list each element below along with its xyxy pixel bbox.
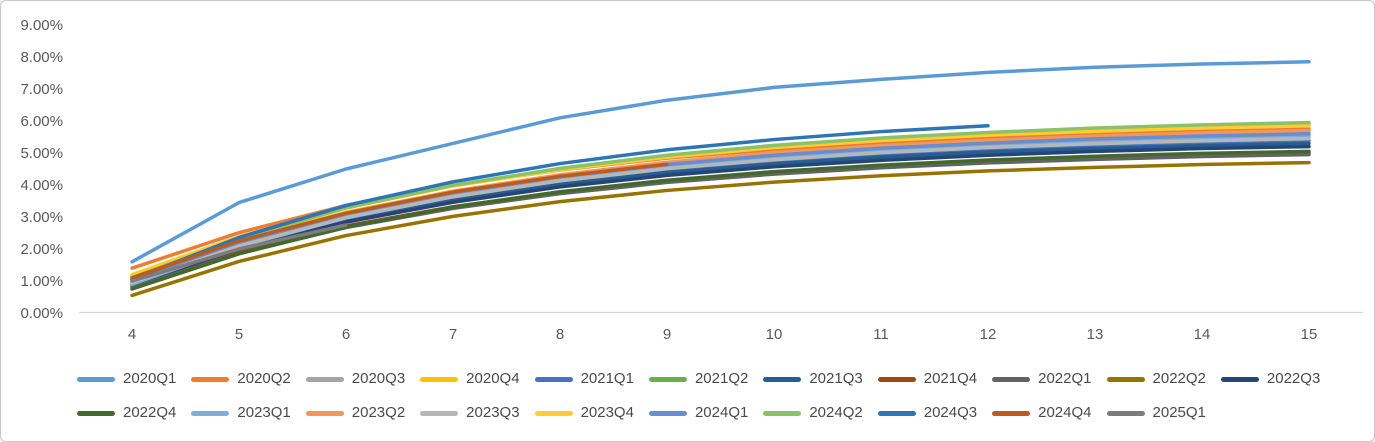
- legend-label: 2021Q2: [694, 370, 749, 387]
- legend-item-2022Q1[interactable]: 2022Q1: [992, 370, 1092, 388]
- legend-swatch-2023Q2: [305, 410, 344, 416]
- legend-item-2020Q4[interactable]: 2020Q4: [420, 370, 520, 388]
- legend-item-2020Q2[interactable]: 2020Q2: [191, 370, 291, 388]
- y-tick-label-3: 3.00%: [20, 209, 63, 226]
- legend-item-2023Q2[interactable]: 2023Q2: [305, 404, 406, 422]
- x-tick-label-8: 8: [556, 326, 564, 343]
- legend-item-2020Q1[interactable]: 2020Q1: [77, 370, 176, 388]
- y-tick-label-7: 7.00%: [20, 81, 63, 98]
- y-tick-label-5: 5.00%: [20, 145, 63, 162]
- legend-swatch-2020Q1: [77, 376, 115, 382]
- legend-label: 2024Q3: [923, 404, 978, 421]
- y-tick-label-6: 6.00%: [20, 113, 63, 130]
- series-line-2024Q2[interactable]: [130, 120, 1311, 280]
- legend-item-2024Q4[interactable]: 2024Q4: [992, 404, 1092, 422]
- series-line-2024Q3[interactable]: [130, 124, 990, 282]
- x-tick-label-10: 10: [766, 326, 783, 343]
- y-tick-label-9: 9.00%: [20, 17, 63, 34]
- legend-swatch-2022Q1: [992, 376, 1031, 382]
- legend-label: 2020Q3: [351, 370, 406, 387]
- x-tick-label-15: 15: [1301, 326, 1318, 343]
- legend-item-2021Q4[interactable]: 2021Q4: [877, 370, 978, 388]
- legend-swatch-2022Q3: [1220, 376, 1259, 382]
- series-line-2024Q4[interactable]: [130, 162, 669, 280]
- x-tick-label-11: 11: [873, 326, 889, 343]
- legend-swatch-2024Q3: [877, 410, 916, 416]
- legend-label: 2025Q1: [1152, 404, 1206, 421]
- legend-swatch-2024Q4: [992, 410, 1031, 416]
- x-tick-label-9: 9: [663, 326, 671, 343]
- legend-item-2023Q1[interactable]: 2023Q1: [191, 404, 291, 422]
- series-line-2023Q3[interactable]: [130, 136, 1311, 285]
- legend-label: 2021Q4: [923, 370, 978, 387]
- legend-row-2: 2022Q4 2023Q1 2023Q2 2023Q3 2023Q4 2024Q1 2024…: [77, 404, 1221, 422]
- legend-label: 2024Q2: [809, 404, 863, 421]
- x-tick-label-13: 13: [1087, 326, 1104, 343]
- legend-item-2025Q1[interactable]: 2025Q1: [1106, 404, 1206, 422]
- legend-label: 2020Q1: [123, 370, 177, 387]
- x-tick-label-5: 5: [235, 326, 243, 343]
- legend-swatch-2022Q4: [77, 410, 115, 416]
- legend-swatch-2021Q1: [534, 376, 573, 382]
- y-tick-label-2: 2.00%: [20, 241, 63, 258]
- legend-item-2024Q1[interactable]: 2024Q1: [648, 404, 749, 422]
- legend-item-2020Q3[interactable]: 2020Q3: [305, 370, 406, 388]
- legend-label: 2024Q1: [694, 404, 749, 421]
- legend-swatch-2021Q3: [763, 376, 802, 382]
- legend-swatch-2024Q1: [648, 410, 687, 416]
- series-line-2022Q2[interactable]: [130, 160, 1311, 298]
- legend-swatch-2023Q1: [191, 410, 230, 416]
- x-tick-label-14: 14: [1194, 326, 1211, 343]
- legend-label: 2023Q2: [351, 404, 406, 421]
- legend-swatch-2020Q4: [420, 376, 459, 382]
- legend-label: 2023Q1: [237, 404, 291, 421]
- y-tick-label-4: 4.00%: [20, 177, 63, 194]
- series-line-2022Q3[interactable]: [130, 144, 1311, 286]
- legend-item-2024Q2[interactable]: 2024Q2: [763, 404, 863, 422]
- legend-row-1: 2020Q1 2020Q2 2020Q3 2020Q4 2021Q1 2021Q2 2021…: [77, 370, 1335, 388]
- legend-label: 2022Q1: [1038, 370, 1092, 387]
- legend-item-2024Q3[interactable]: 2024Q3: [877, 404, 978, 422]
- legend-item-2021Q3[interactable]: 2021Q3: [763, 370, 863, 388]
- legend-item-2023Q3[interactable]: 2023Q3: [420, 404, 520, 422]
- legend-swatch-2021Q4: [877, 376, 916, 382]
- legend-swatch-2025Q1: [1106, 410, 1145, 416]
- legend-label: 2024Q4: [1038, 404, 1092, 421]
- legend-item-2023Q4[interactable]: 2023Q4: [534, 404, 634, 422]
- legend-label: 2021Q3: [809, 370, 863, 387]
- legend-item-2022Q3[interactable]: 2022Q3: [1220, 370, 1321, 388]
- legend-label: 2022Q3: [1266, 370, 1321, 387]
- legend-swatch-2020Q3: [305, 376, 344, 382]
- legend-swatch-2021Q2: [648, 376, 687, 382]
- legend-item-2021Q2[interactable]: 2021Q2: [648, 370, 749, 388]
- y-tick-label-1: 1.00%: [20, 273, 63, 290]
- legend-swatch-2023Q4: [534, 410, 573, 416]
- series-line-2022Q4[interactable]: [130, 149, 1311, 291]
- legend-item-2021Q1[interactable]: 2021Q1: [534, 370, 634, 388]
- legend-item-2022Q4[interactable]: 2022Q4: [77, 404, 176, 422]
- legend-label: 2020Q4: [466, 370, 520, 387]
- x-tick-label-12: 12: [980, 326, 997, 343]
- y-tick-label-8: 8.00%: [20, 49, 63, 66]
- legend-label: 2023Q3: [466, 404, 520, 421]
- legend-label: 2021Q1: [580, 370, 634, 387]
- legend-swatch-2024Q2: [763, 410, 802, 416]
- legend-label: 2022Q2: [1152, 370, 1206, 387]
- x-tick-label-6: 6: [342, 326, 350, 343]
- series-line-2025Q1[interactable]: [130, 223, 348, 283]
- legend-item-2022Q2[interactable]: 2022Q2: [1106, 370, 1206, 388]
- y-tick-label-0: 0.00%: [20, 305, 63, 322]
- legend-swatch-2022Q2: [1106, 376, 1145, 382]
- series-line-2020Q1[interactable]: [130, 60, 1311, 264]
- legend-label: 2022Q4: [123, 404, 177, 421]
- legend-swatch-2020Q2: [191, 376, 230, 382]
- x-tick-label-7: 7: [449, 326, 457, 343]
- legend-label: 2020Q2: [237, 370, 291, 387]
- x-tick-label-4: 4: [128, 326, 136, 343]
- legend-label: 2023Q4: [580, 404, 634, 421]
- legend-swatch-2023Q3: [420, 410, 459, 416]
